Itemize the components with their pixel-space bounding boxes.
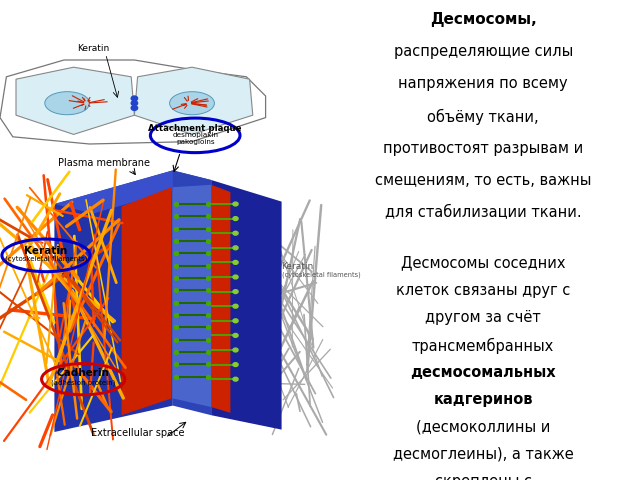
Ellipse shape xyxy=(45,92,90,115)
Polygon shape xyxy=(211,185,230,413)
Text: pakogloins: pakogloins xyxy=(176,139,214,144)
Circle shape xyxy=(233,231,238,235)
Polygon shape xyxy=(54,170,211,214)
Polygon shape xyxy=(16,67,134,134)
Text: Plasma membrane: Plasma membrane xyxy=(58,158,150,168)
Polygon shape xyxy=(173,170,211,415)
Polygon shape xyxy=(122,187,172,415)
Circle shape xyxy=(233,319,238,323)
Circle shape xyxy=(233,216,238,220)
Circle shape xyxy=(233,377,238,381)
Text: клеток связаны друг с: клеток связаны друг с xyxy=(396,283,570,298)
Ellipse shape xyxy=(170,92,214,115)
Circle shape xyxy=(233,334,238,337)
Text: (cytoskeletal filaments): (cytoskeletal filaments) xyxy=(5,256,87,263)
Text: напряжения по всему: напряжения по всему xyxy=(398,76,568,91)
Polygon shape xyxy=(134,67,253,134)
Circle shape xyxy=(233,363,238,367)
Text: распределяющие силы: распределяющие силы xyxy=(394,44,573,59)
Polygon shape xyxy=(173,185,211,407)
Circle shape xyxy=(233,348,238,352)
Text: скреплены с: скреплены с xyxy=(435,474,532,480)
Text: десмосомальных: десмосомальных xyxy=(410,365,556,380)
Text: Attachment plaque: Attachment plaque xyxy=(148,124,242,133)
Text: desmoplakin: desmoplakin xyxy=(172,132,218,138)
Text: другом за счёт: другом за счёт xyxy=(426,310,541,325)
Polygon shape xyxy=(54,170,173,432)
Circle shape xyxy=(131,101,138,106)
Circle shape xyxy=(233,304,238,308)
Text: (десмоколлины и: (десмоколлины и xyxy=(416,420,550,434)
Text: Extracellular space: Extracellular space xyxy=(91,428,184,438)
Text: (adhesion protein): (adhesion protein) xyxy=(51,380,115,386)
Circle shape xyxy=(131,106,138,110)
Circle shape xyxy=(131,96,138,101)
Circle shape xyxy=(233,290,238,294)
Text: десмоглеины), а также: десмоглеины), а также xyxy=(393,447,573,462)
Text: Десмосомы,: Десмосомы, xyxy=(430,12,536,27)
Circle shape xyxy=(233,202,238,206)
Text: объёму ткани,: объёму ткани, xyxy=(428,108,539,125)
Text: для стабилизации ткани.: для стабилизации ткани. xyxy=(385,205,582,220)
Text: Десмосомы соседних: Десмосомы соседних xyxy=(401,255,566,270)
Circle shape xyxy=(233,246,238,250)
Text: (cytoskeletal filaments): (cytoskeletal filaments) xyxy=(282,271,360,278)
Text: Cadherin: Cadherin xyxy=(57,369,109,378)
Polygon shape xyxy=(211,180,282,430)
Circle shape xyxy=(233,261,238,264)
Circle shape xyxy=(233,275,238,279)
Text: Keratin: Keratin xyxy=(282,262,314,271)
Text: противостоят разрывам и: противостоят разрывам и xyxy=(383,141,583,156)
Text: кадгеринов: кадгеринов xyxy=(433,392,533,407)
Text: трансмембранных: трансмембранных xyxy=(412,337,554,354)
Text: Keratin: Keratin xyxy=(24,246,68,255)
Text: Keratin: Keratin xyxy=(77,44,109,53)
Text: смещениям, то есть, важны: смещениям, то есть, важны xyxy=(375,173,591,188)
